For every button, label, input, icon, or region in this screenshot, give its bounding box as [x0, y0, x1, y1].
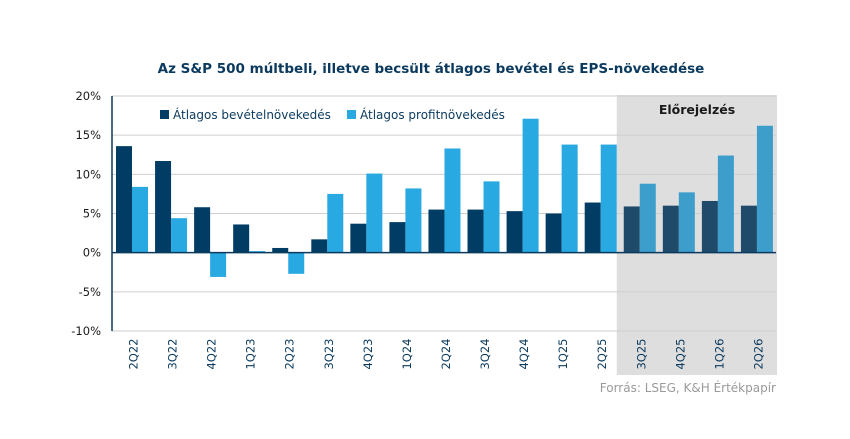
source-note: Forrás: LSEG, K&H Értékpapír [600, 380, 776, 395]
bar-profit-4Q25 [678, 192, 695, 253]
forecast-label: Előrejelzés [659, 102, 735, 117]
x-tick-label: 4Q23 [361, 338, 375, 369]
bar-profit-1Q23 [249, 251, 266, 253]
y-tick-label: 5% [83, 207, 101, 221]
legend-label-profit: Átlagos profitnövekedés [360, 107, 505, 122]
y-tick-label: -5% [79, 285, 101, 299]
x-tick-label: 2Q25 [595, 338, 609, 369]
bar-revenue-1Q24 [389, 222, 406, 253]
bar-revenue-3Q25 [623, 206, 640, 253]
bar-profit-1Q25 [561, 144, 578, 253]
bar-profit-2Q25 [600, 144, 617, 253]
y-axis-ticks: 20% 15% 10% 5% 0% -5% -10% [71, 89, 101, 338]
bar-profit-4Q24 [522, 118, 539, 253]
bars [116, 118, 773, 277]
bar-profit-1Q26 [717, 155, 734, 253]
bar-profit-3Q25 [639, 183, 656, 253]
bar-profit-2Q22 [132, 186, 148, 253]
y-tick-label: 20% [75, 89, 101, 103]
bar-revenue-1Q25 [545, 213, 562, 253]
x-tick-label: 1Q26 [712, 338, 726, 369]
bar-profit-3Q24 [483, 181, 500, 253]
bar-profit-4Q22 [210, 252, 227, 277]
bar-profit-2Q26 [756, 125, 773, 253]
bar-profit-2Q23 [288, 252, 305, 274]
legend-label-revenue: Átlagos bevételnövekedés [173, 107, 331, 122]
legend-swatch-revenue [160, 110, 169, 119]
x-tick-label: 3Q24 [478, 338, 492, 369]
y-tick-label: 15% [75, 128, 101, 142]
bar-revenue-2Q22 [116, 146, 132, 253]
bar-revenue-2Q23 [272, 247, 289, 253]
bar-profit-2Q24 [444, 148, 461, 253]
y-tick-label: 0% [83, 246, 101, 260]
chart-title: Az S&P 500 múltbeli, illetve becsült átl… [158, 61, 705, 77]
x-axis-ticks: 2Q22 3Q22 4Q22 1Q23 2Q23 3Q23 4Q23 1Q24 2Q24 3Q24… [127, 338, 766, 369]
x-tick-label: 2Q26 [751, 338, 765, 369]
x-tick-label: 2Q24 [439, 338, 453, 369]
bar-revenue-3Q22 [155, 161, 172, 253]
y-tick-label: -10% [71, 324, 101, 338]
bar-revenue-2Q25 [584, 202, 601, 253]
bar-profit-3Q22 [171, 218, 188, 253]
bar-profit-3Q23 [327, 193, 344, 253]
x-tick-label: 1Q24 [400, 338, 414, 369]
bar-revenue-2Q24 [428, 209, 445, 253]
x-tick-label: 4Q22 [205, 338, 219, 369]
x-tick-label: 3Q22 [166, 338, 180, 369]
bar-profit-1Q24 [405, 188, 422, 253]
legend: Átlagos bevételnövekedés Átlagos profitn… [160, 107, 505, 122]
x-tick-label: 3Q25 [634, 338, 648, 369]
bar-revenue-4Q25 [662, 205, 679, 253]
bar-revenue-2Q26 [740, 205, 757, 253]
bar-revenue-1Q23 [233, 224, 250, 253]
legend-swatch-profit [347, 110, 356, 119]
x-tick-label: 2Q22 [127, 338, 141, 369]
bar-revenue-3Q23 [311, 239, 328, 253]
x-tick-label: 1Q25 [556, 338, 570, 369]
x-tick-label: 4Q25 [673, 338, 687, 369]
x-tick-label: 1Q23 [244, 338, 258, 369]
bar-profit-4Q23 [366, 173, 383, 253]
bar-revenue-4Q24 [506, 211, 523, 253]
bar-revenue-3Q24 [467, 209, 484, 253]
x-tick-label: 3Q23 [322, 338, 336, 369]
bar-revenue-4Q22 [194, 207, 211, 253]
x-tick-label: 2Q23 [283, 338, 297, 369]
x-tick-label: 4Q24 [517, 338, 531, 369]
bar-revenue-4Q23 [350, 223, 367, 253]
y-tick-label: 10% [75, 167, 101, 181]
bar-revenue-1Q26 [701, 200, 718, 253]
